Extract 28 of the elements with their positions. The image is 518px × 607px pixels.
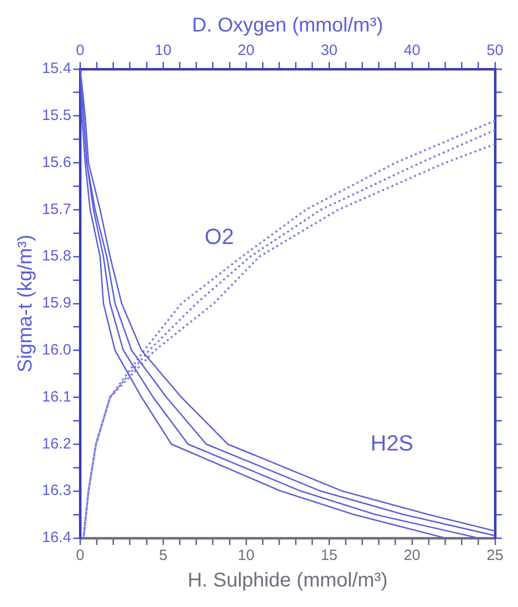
- x-tick-label: 0: [76, 547, 84, 564]
- y-tick-label: 15.8: [42, 248, 72, 265]
- y-tick-label: 15.6: [42, 154, 72, 171]
- annotation: H2S: [370, 430, 414, 456]
- y-axis-title: Sigma-t (kg/m³): [14, 234, 37, 372]
- y-tick-label: 15.7: [42, 200, 72, 218]
- y-tick-label: 15.5: [42, 107, 72, 124]
- y-tick-label: 16.0: [42, 342, 72, 359]
- x2-tick-label: 0: [76, 42, 84, 60]
- x2-axis-title: D. Oxygen (mmol/m³): [192, 14, 384, 37]
- x2-tick-label: 10: [154, 42, 172, 60]
- x-tick-label: 20: [404, 547, 420, 564]
- x2-tick-label: 30: [320, 42, 338, 60]
- y-tick-label: 15.9: [42, 294, 72, 312]
- x2-tick-label: 20: [238, 42, 254, 60]
- y-tick-label: 16.4: [42, 529, 72, 546]
- x2-tick-label: 50: [486, 42, 504, 60]
- y-tick-label: 15.4: [42, 60, 72, 78]
- y-tick-label: 16.1: [42, 388, 72, 406]
- x-tick-label: 15: [320, 547, 338, 564]
- y-tick-label: 16.3: [42, 482, 72, 500]
- x-tick-label: 5: [158, 547, 168, 564]
- annotation: O2: [204, 224, 234, 249]
- x-axis-title: H. Sulphide (mmol/m³): [188, 570, 388, 592]
- x-tick-label: 10: [238, 547, 254, 564]
- y-tick-label: 16.2: [42, 435, 72, 452]
- x2-tick-label: 40: [404, 42, 420, 60]
- x-tick-label: 25: [486, 547, 504, 564]
